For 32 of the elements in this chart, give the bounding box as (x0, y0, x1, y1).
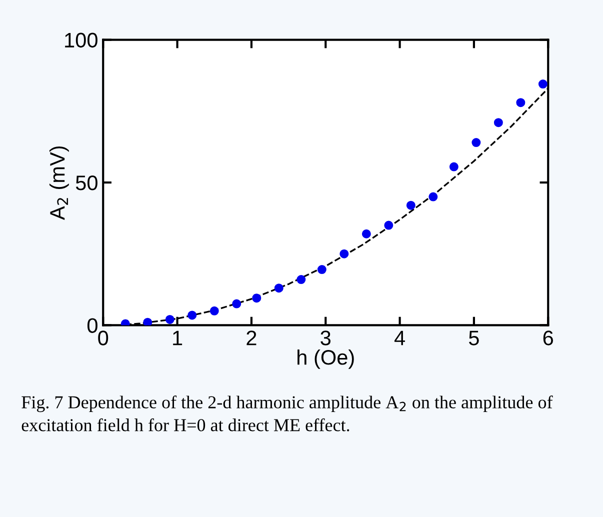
point (232, 299, 242, 308)
point (538, 80, 548, 89)
point (472, 138, 481, 148)
x-axis-title: h (Oe) (298, 349, 354, 369)
y-axis-title: A$_{2}$ (mV) (49, 146, 69, 220)
point (165, 314, 174, 324)
point (188, 310, 197, 320)
x-tick-label: 4 (394, 330, 405, 346)
y-tick-label: 0 (87, 318, 98, 333)
point (449, 162, 458, 172)
point (406, 200, 416, 210)
point (210, 306, 219, 316)
point (340, 249, 349, 258)
x-tick-label: 2 (246, 330, 256, 346)
point (296, 275, 306, 284)
point (362, 229, 371, 238)
point (143, 318, 152, 326)
x-tick-label: 1 (173, 330, 182, 346)
x-tick-label: 3 (320, 330, 330, 346)
x-tick-label: 0 (98, 330, 108, 346)
x-tick-label: 6 (543, 330, 554, 346)
point (516, 98, 526, 108)
text: Fig. 7 Dependence of the 2-d harmonic amplitude A$_{2}$ on the amplitude of excitation field h for H=0 at direct ME effect. (22, 396, 553, 432)
point (494, 118, 503, 128)
x-tick-label: 5 (469, 330, 479, 346)
point (428, 192, 438, 202)
point (274, 284, 284, 293)
point (252, 294, 262, 303)
y-tick-label: 100 (65, 32, 98, 48)
point (384, 220, 394, 230)
y-tick-label: 50 (76, 176, 98, 190)
point (317, 265, 326, 274)
